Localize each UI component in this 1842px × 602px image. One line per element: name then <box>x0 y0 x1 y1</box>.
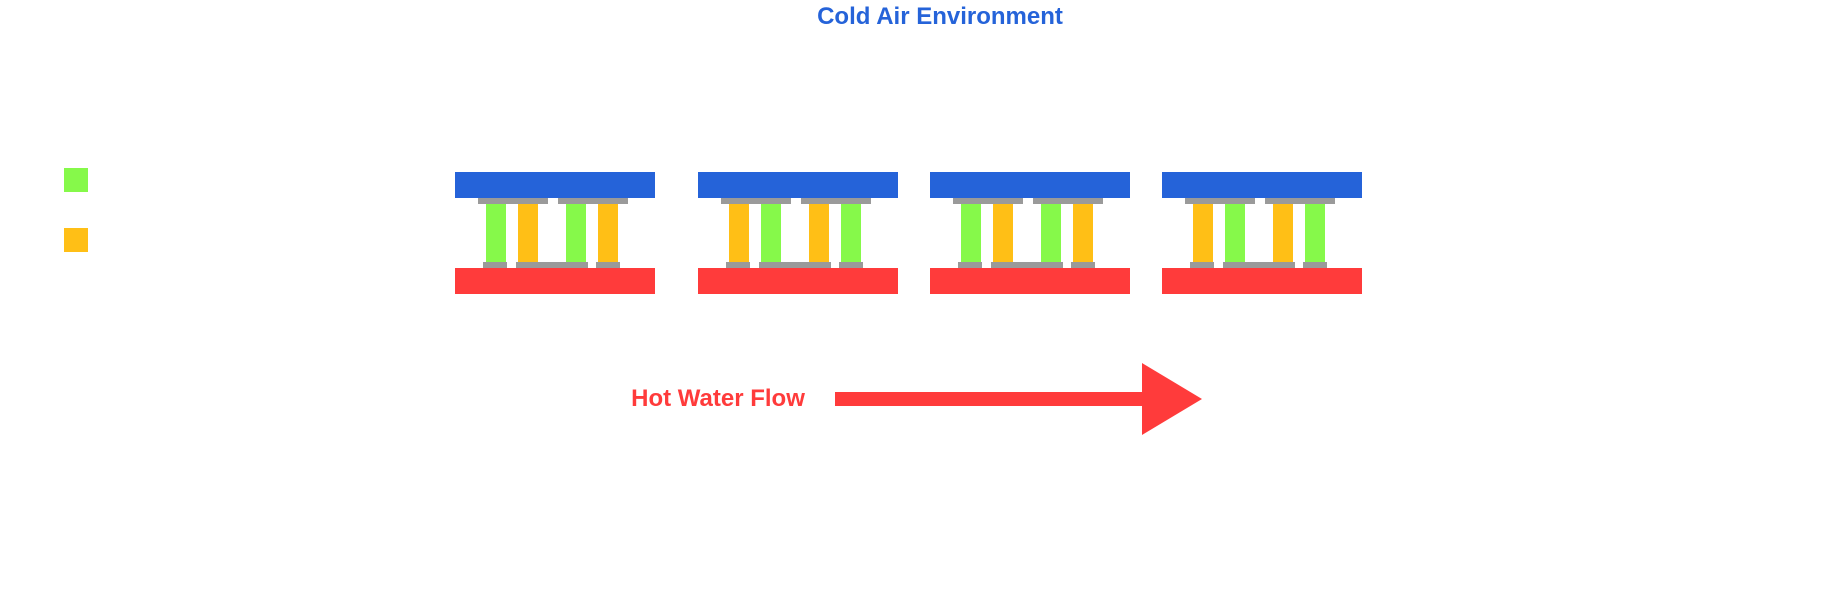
bottom-connector <box>991 262 1063 268</box>
cold-side-plate <box>698 172 898 198</box>
n-type-leg <box>961 204 981 262</box>
p-type-leg <box>729 204 749 262</box>
n-type-leg <box>761 204 781 262</box>
bottom-connector <box>596 262 620 268</box>
cold-side-plate <box>455 172 655 198</box>
bottom-connector <box>1190 262 1214 268</box>
bottom-connector <box>839 262 863 268</box>
bottom-connector <box>516 262 588 268</box>
bottom-connector <box>759 262 831 268</box>
n-type-leg <box>1225 204 1245 262</box>
bottom-connector <box>726 262 750 268</box>
n-type-leg <box>1041 204 1061 262</box>
p-type-leg <box>518 204 538 262</box>
legend <box>64 168 88 252</box>
cold-side-plate <box>930 172 1130 198</box>
module-1 <box>455 172 655 294</box>
hot-side-plate <box>1162 268 1362 294</box>
module-4 <box>1162 172 1362 294</box>
p-type-leg <box>809 204 829 262</box>
diagram-title: Cold Air Environment <box>817 3 1063 30</box>
n-type-leg <box>841 204 861 262</box>
n-type-leg <box>566 204 586 262</box>
top-connector <box>953 198 1023 204</box>
module-2 <box>698 172 898 294</box>
flow-arrow-head <box>1142 363 1202 435</box>
p-type-leg <box>1073 204 1093 262</box>
cold-side-plate <box>1162 172 1362 198</box>
top-connector <box>801 198 871 204</box>
p-type-leg <box>993 204 1013 262</box>
p-type-leg <box>1193 204 1213 262</box>
top-connector <box>558 198 628 204</box>
bottom-connector <box>1071 262 1095 268</box>
hot-side-plate <box>698 268 898 294</box>
hot-side-plate <box>455 268 655 294</box>
top-connector <box>1033 198 1103 204</box>
p-type-leg <box>1273 204 1293 262</box>
top-connector <box>1265 198 1335 204</box>
module-3 <box>930 172 1130 294</box>
n-type-leg <box>1305 204 1325 262</box>
hot-water-flow: Hot Water Flow <box>631 363 1202 435</box>
bottom-connector <box>1303 262 1327 268</box>
flow-arrow-shaft <box>835 392 1143 406</box>
hot-side-plate <box>930 268 1130 294</box>
bottom-connector <box>483 262 507 268</box>
bottom-connector <box>958 262 982 268</box>
flow-label: Hot Water Flow <box>631 385 805 412</box>
bottom-connector <box>1223 262 1295 268</box>
module-row <box>455 172 1362 294</box>
legend-swatch-2 <box>64 228 88 252</box>
top-connector <box>478 198 548 204</box>
n-type-leg <box>486 204 506 262</box>
p-type-leg <box>598 204 618 262</box>
top-connector <box>721 198 791 204</box>
top-connector <box>1185 198 1255 204</box>
legend-swatch-1 <box>64 168 88 192</box>
